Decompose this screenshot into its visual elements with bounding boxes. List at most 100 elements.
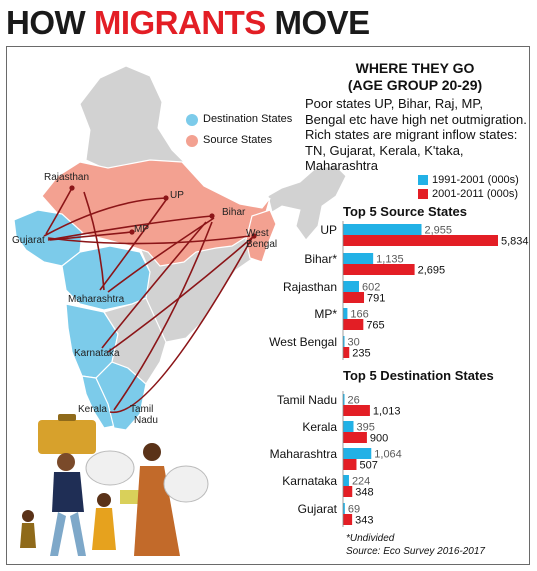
bar-up-2001-2011 <box>343 235 498 246</box>
sack-illustration <box>85 450 135 486</box>
migration-origin-dot <box>129 229 135 235</box>
data-label-tamil-nadu-2001-2011: 1,013 <box>373 406 401 418</box>
migration-arrow <box>43 197 167 237</box>
data-label-west-bengal-2001-2011: 235 <box>352 348 370 360</box>
series-1991-swatch <box>418 175 428 185</box>
bar-gujarat-2001-2011 <box>343 514 353 525</box>
bar-west-bengal-1991-2001 <box>343 336 345 347</box>
map-northeast-region <box>267 165 347 241</box>
migration-origin-dot <box>251 233 257 239</box>
bar-tamil-nadu-2001-2011 <box>343 405 370 416</box>
bar-bihar-2001-2011 <box>343 264 415 275</box>
bar-mp-2001-2011 <box>343 319 364 330</box>
migration-arrow <box>107 217 215 293</box>
map-label-up: UP <box>170 190 184 201</box>
headline-word-migrants: MIGRANTS <box>93 4 267 41</box>
bar-karnataka-1991-2001 <box>343 475 349 486</box>
traveler-head <box>57 453 75 471</box>
migration-arrow <box>107 235 255 353</box>
legend-source-label: Source States <box>203 134 273 146</box>
data-label-bihar-2001-2011: 2,695 <box>418 265 446 277</box>
legend-destination: Destination States <box>186 109 292 130</box>
data-label-mp-1991-2001: 166 <box>350 309 368 321</box>
legend-destination-dot <box>186 113 198 126</box>
bar-rajasthan-2001-2011 <box>343 292 365 303</box>
map-label-mp: MP <box>134 224 149 235</box>
category-label-tamil-nadu: Tamil Nadu <box>277 393 337 407</box>
woman-head <box>143 443 161 461</box>
bar-karnataka-2001-2011 <box>343 486 353 497</box>
data-label-mp-2001-2011: 765 <box>366 320 384 332</box>
migration-arrow <box>47 235 251 245</box>
category-label-karnataka: Karnataka <box>282 474 337 488</box>
legend-destination-label: Destination States <box>203 113 293 125</box>
data-label-tamil-nadu-1991-2001: 26 <box>348 395 360 407</box>
map-label-karnataka: Karnataka <box>74 348 120 359</box>
bar-mp-1991-2001 <box>343 308 348 319</box>
series-2001-label: 2001-2011 (000s) <box>432 188 519 200</box>
chart-title-top-5-source-states: Top 5 Source States <box>343 204 467 219</box>
migration-arrows <box>43 185 257 414</box>
map-state-labels: Rajasthan UP Bihar MP Gujarat West Bengal Mahar… <box>12 172 277 426</box>
data-label-kerala-1991-2001: 395 <box>356 422 374 434</box>
footnote-source: Source: Eco Survey 2016-2017 <box>346 546 485 557</box>
bar-kerala-2001-2011 <box>343 432 367 443</box>
data-label-rajasthan-2001-2011: 791 <box>367 293 385 305</box>
map-label-gujarat: Gujarat <box>12 235 45 246</box>
traveler-body <box>52 472 84 512</box>
migration-arrow <box>45 187 73 235</box>
category-label-mp: MP* <box>314 307 337 321</box>
bar-tamil-nadu-1991-2001 <box>343 394 345 405</box>
category-label-maharashtra: Maharashtra <box>270 447 338 461</box>
category-label-up: UP <box>320 223 337 237</box>
migration-origin-dot <box>69 185 75 191</box>
migration-origin-dot <box>163 195 169 201</box>
series-legend: 1991-2001 (000s) 2001-2011 (000s) <box>418 173 519 201</box>
map-label-west-bengal: West Bengal <box>246 228 277 250</box>
migration-arrow <box>109 237 253 414</box>
bar-west-bengal-2001-2011 <box>343 347 350 358</box>
legend-source-dot <box>186 134 198 147</box>
migration-arrow <box>47 215 213 241</box>
child-head <box>97 493 111 507</box>
map-label-kerala: Kerala <box>78 404 107 415</box>
headline-word-how: HOW <box>6 4 86 41</box>
headline-word-move: MOVE <box>274 4 371 41</box>
bar-maharashtra-2001-2011 <box>343 459 357 470</box>
bar-up-1991-2001 <box>343 224 422 235</box>
migration-origin-dot <box>209 213 215 219</box>
data-label-rajasthan-1991-2001: 602 <box>362 282 380 294</box>
headline: HOW MIGRANTS MOVE <box>6 3 370 43</box>
data-label-karnataka-1991-2001: 224 <box>352 476 370 488</box>
map-north-region <box>79 65 186 171</box>
where-title-line-2: (AGE GROUP 20-29) <box>347 77 483 93</box>
footnote: *Undivided Source: Eco Survey 2016-2017 <box>346 532 485 558</box>
footnote-undivided: *Undivided <box>346 533 395 544</box>
bar-bihar-1991-2001 <box>343 253 374 264</box>
migrants-illustration <box>20 414 209 556</box>
series-legend-1991: 1991-2001 (000s) <box>418 173 519 187</box>
data-label-bihar-1991-2001: 1,135 <box>376 254 404 266</box>
data-label-up-1991-2001: 2,955 <box>425 225 453 237</box>
bar-charts: Top 5 Source States UP 2,955 5,834 Bihar* 1,1… <box>269 204 529 527</box>
migration-arrow <box>83 191 105 291</box>
where-they-go-title: WHERE THEY GO (AGE GROUP 20-29) <box>330 60 500 94</box>
child-body <box>92 508 116 550</box>
map-legend: Destination States Source States <box>186 109 292 151</box>
data-label-kerala-2001-2011: 900 <box>370 433 388 445</box>
infographic-frame <box>6 46 530 565</box>
series-legend-2001: 2001-2011 (000s) <box>418 187 519 201</box>
data-label-west-bengal-1991-2001: 30 <box>348 337 360 349</box>
suitcase-illustration <box>38 420 96 454</box>
series-1991-label: 1991-2001 (000s) <box>432 174 519 186</box>
description-text: Poor states UP, Bihar, Raj, MP, Bengal e… <box>305 96 527 173</box>
data-label-gujarat-1991-2001: 69 <box>348 504 360 516</box>
category-label-rajasthan: Rajasthan <box>283 280 337 294</box>
chart-title-top-5-destination-states: Top 5 Destination States <box>343 368 494 383</box>
map-label-maharashtra: Maharashtra <box>68 294 125 305</box>
legend-source: Source States <box>186 130 292 151</box>
where-title-line-1: WHERE THEY GO <box>355 60 475 76</box>
woman-body <box>134 466 180 556</box>
